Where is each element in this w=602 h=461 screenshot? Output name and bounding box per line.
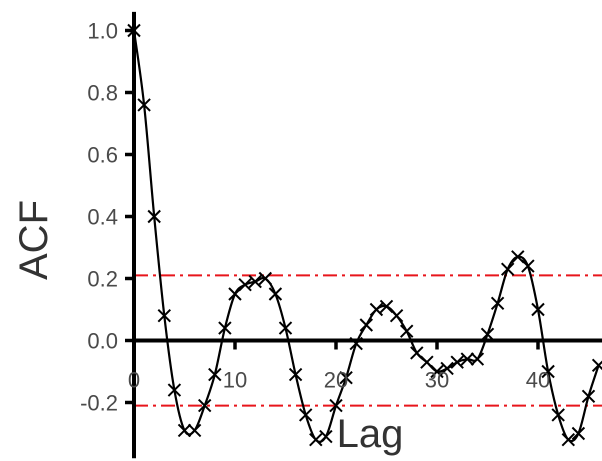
y-axis-title: ACF [12,200,56,280]
acf-point [581,389,596,404]
acf-point [309,432,323,447]
x-tick-label: 20 [324,368,348,393]
y-tick-label: 1.0 [87,19,118,44]
acf-point [359,318,374,332]
y-tick-label: 0.8 [87,81,118,106]
acf-point [460,352,475,366]
acf-point [399,324,414,338]
acf-point [197,398,212,413]
acf-point [389,308,404,323]
acf-point [531,302,545,317]
acf-point [258,271,273,286]
acf-point [319,429,333,444]
acf-point [238,277,252,292]
acf-point [349,336,363,351]
acf-point [561,432,576,447]
acf-point [541,364,555,379]
acf-point [490,296,505,311]
acf-point [157,308,172,323]
acf-series [127,23,602,447]
x-tick-label: 30 [425,368,449,393]
x-tick-label: 10 [223,368,247,393]
y-tick-label: 0.2 [87,267,118,292]
acf-point [329,398,343,413]
acf-point [571,426,586,441]
y-tick-label: 0.0 [87,329,118,354]
acf-point [268,287,283,301]
acf-point [450,355,464,369]
x-tick-label: 0 [128,368,140,393]
y-tick-label: 0.4 [87,205,118,230]
acf-point [500,262,515,276]
acf-point [298,408,313,422]
y-tick-label: 0.6 [87,143,118,168]
acf-point [208,367,222,382]
acf-point [278,321,293,335]
acf-point [440,361,454,376]
acf-point [248,274,262,289]
acf-point [591,358,602,373]
acf-point [480,327,495,342]
confidence-bands [134,274,602,407]
acf-point [430,364,444,379]
acf-point [187,423,202,438]
tick-labels: -0.2 0.0 0.2 0.4 0.6 0.8 1.0 0 10 20 30 40 [80,19,550,416]
acf-point [167,383,182,397]
acf-point [177,423,192,438]
x-axis-title: Lag [337,412,404,456]
acf-point [470,352,485,366]
acf-point [137,98,151,112]
acf-point [218,321,232,335]
acf-point [521,259,535,273]
acf-point [147,209,161,224]
acf-point [127,23,141,38]
y-tick-label: -0.2 [80,391,118,416]
acf-point [369,302,384,317]
acf-point [339,370,353,385]
acf-point [288,367,303,382]
x-tick-label: 40 [526,368,550,393]
axes [125,11,602,459]
acf-point [551,408,565,422]
